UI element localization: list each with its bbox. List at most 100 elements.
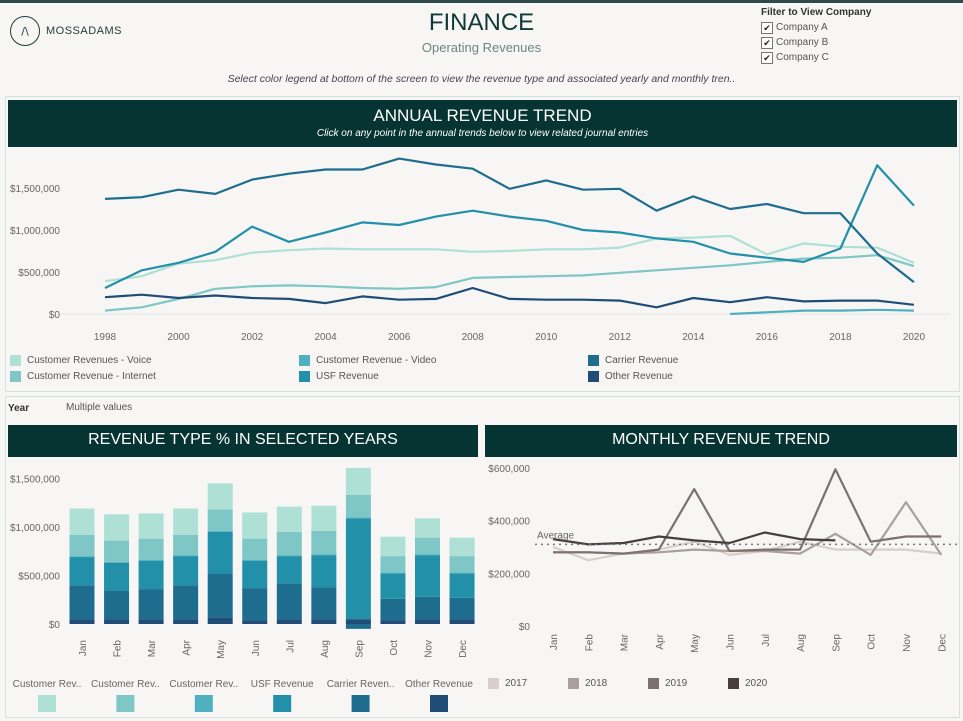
filter-option-company-c[interactable]: ✔ Company C	[761, 50, 871, 65]
filter-option-company-a[interactable]: ✔ Company A	[761, 20, 871, 35]
bar-segment-mar[interactable]	[138, 589, 164, 620]
bar-segment-feb[interactable]	[104, 591, 130, 620]
annual-line-customer-revenue-video[interactable]	[730, 308, 914, 316]
bar-segment-mar[interactable]	[138, 560, 164, 590]
bar-segment-may[interactable]	[207, 617, 233, 624]
checkbox-checked-icon[interactable]: ✔	[761, 36, 773, 49]
bar-segment-nov[interactable]	[415, 555, 440, 597]
bar-segment-dec[interactable]	[449, 597, 475, 620]
bar-segment-nov[interactable]	[415, 596, 440, 620]
bar-segment-sep[interactable]	[345, 624, 371, 629]
bar-legend-swatch[interactable]	[273, 695, 292, 712]
bar-segment-feb[interactable]	[104, 514, 130, 541]
bar-segment-apr[interactable]	[173, 534, 199, 556]
bar-segment-nov[interactable]	[415, 518, 440, 538]
bar-segment-jan[interactable]	[69, 619, 95, 624]
bar-legend-swatch[interactable]	[351, 695, 370, 712]
annual-legend-item[interactable]: USF Revenue	[299, 371, 379, 382]
bar-segment-feb[interactable]	[104, 619, 130, 624]
bar-segment-jan[interactable]	[69, 534, 95, 557]
bar-legend-swatch[interactable]	[116, 695, 135, 712]
bar-segment-dec[interactable]	[449, 619, 475, 624]
bar-segment-oct[interactable]	[380, 556, 406, 573]
bar-segment-aug[interactable]	[311, 530, 337, 555]
bar-segment-oct[interactable]	[380, 536, 406, 557]
bar-segment-jul[interactable]	[276, 555, 302, 557]
bar-segment-feb[interactable]	[104, 561, 130, 563]
annual-line-usf-revenue[interactable]	[104, 164, 915, 289]
bar-segment-aug[interactable]	[311, 555, 337, 588]
bar-segment-mar[interactable]	[138, 559, 164, 561]
bar-segment-aug[interactable]	[311, 505, 337, 531]
bar-segment-may[interactable]	[207, 509, 233, 531]
bar-legend-swatch[interactable]	[38, 695, 56, 712]
annual-legend-item[interactable]: Customer Revenue - Video	[299, 355, 436, 366]
bar-segment-apr[interactable]	[173, 555, 199, 557]
bar-segment-nov[interactable]	[415, 619, 440, 624]
bar-segment-may[interactable]	[207, 531, 233, 574]
annual-legend-item[interactable]: Customer Revenue - Internet	[10, 371, 156, 382]
monthly-line-2017[interactable]	[552, 540, 942, 562]
bar-segment-may[interactable]	[207, 573, 233, 618]
bar-segment-jul[interactable]	[276, 619, 302, 624]
bar-segment-aug[interactable]	[311, 619, 337, 624]
bar-segment-jun[interactable]	[242, 620, 268, 624]
checkbox-checked-icon[interactable]: ✔	[761, 21, 773, 34]
bar-segment-dec[interactable]	[449, 573, 475, 598]
bar-segment-sep[interactable]	[345, 517, 371, 519]
bar-segment-jan[interactable]	[69, 585, 95, 620]
monthly-line-2018[interactable]	[553, 501, 943, 556]
bar-segment-apr[interactable]	[173, 619, 199, 624]
annual-legend-item[interactable]: Other Revenue	[588, 371, 673, 382]
bar-segment-nov[interactable]	[415, 554, 440, 556]
bar-segment-jun[interactable]	[242, 538, 268, 560]
bar-segment-sep[interactable]	[345, 494, 371, 518]
bar-legend-swatch[interactable]	[194, 695, 213, 712]
bar-segment-aug[interactable]	[311, 554, 337, 556]
bar-segment-jan[interactable]	[69, 556, 95, 558]
monthly-legend-item[interactable]: 2019	[648, 678, 687, 689]
bar-segment-jun[interactable]	[242, 560, 268, 589]
year-filter-value[interactable]: Multiple values	[66, 402, 133, 413]
bar-segment-oct[interactable]	[380, 572, 406, 574]
bar-segment-feb[interactable]	[104, 540, 130, 562]
monthly-legend-item[interactable]: 2017	[488, 678, 527, 689]
bar-segment-mar[interactable]	[138, 619, 164, 624]
monthly-legend-item[interactable]: 2018	[568, 678, 607, 689]
bar-segment-sep[interactable]	[345, 619, 371, 624]
bar-segment-nov[interactable]	[415, 537, 440, 555]
annual-legend-item[interactable]: Carrier Revenue	[588, 355, 678, 366]
bar-segment-feb[interactable]	[104, 562, 130, 592]
bar-segment-jul[interactable]	[276, 531, 302, 556]
bar-segment-jun[interactable]	[242, 588, 268, 621]
bar-segment-oct[interactable]	[380, 620, 406, 624]
bar-segment-oct[interactable]	[380, 573, 406, 599]
bar-segment-sep[interactable]	[345, 518, 371, 620]
annual-line-customer-revenue-internet[interactable]	[104, 254, 915, 312]
checkbox-checked-icon[interactable]: ✔	[761, 51, 773, 64]
bar-segment-dec[interactable]	[449, 572, 475, 574]
bar-segment-aug[interactable]	[311, 587, 337, 620]
bar-segment-mar[interactable]	[138, 513, 164, 539]
bar-segment-dec[interactable]	[449, 537, 475, 557]
bar-segment-jun[interactable]	[242, 512, 268, 539]
bar-segment-oct[interactable]	[380, 598, 406, 621]
bar-segment-jul[interactable]	[276, 506, 302, 532]
bar-segment-mar[interactable]	[138, 538, 164, 560]
filter-option-company-b[interactable]: ✔ Company B	[761, 35, 871, 50]
bar-segment-may[interactable]	[207, 483, 233, 510]
annual-line-customer-revenues-voice[interactable]	[104, 234, 915, 283]
bar-segment-may[interactable]	[207, 530, 233, 532]
bar-segment-jan[interactable]	[69, 557, 95, 586]
bar-segment-sep[interactable]	[345, 467, 371, 495]
bar-segment-jan[interactable]	[69, 508, 95, 535]
bar-segment-jul[interactable]	[276, 583, 302, 620]
annual-line-other-revenue[interactable]	[104, 286, 915, 309]
bar-segment-jul[interactable]	[276, 556, 302, 584]
bar-segment-apr[interactable]	[173, 556, 199, 586]
bar-segment-dec[interactable]	[449, 556, 475, 573]
bar-segment-apr[interactable]	[173, 508, 199, 535]
bar-segment-apr[interactable]	[173, 585, 199, 620]
bar-legend-swatch[interactable]	[430, 695, 448, 712]
annual-line-carrier-revenue[interactable]	[104, 157, 915, 283]
